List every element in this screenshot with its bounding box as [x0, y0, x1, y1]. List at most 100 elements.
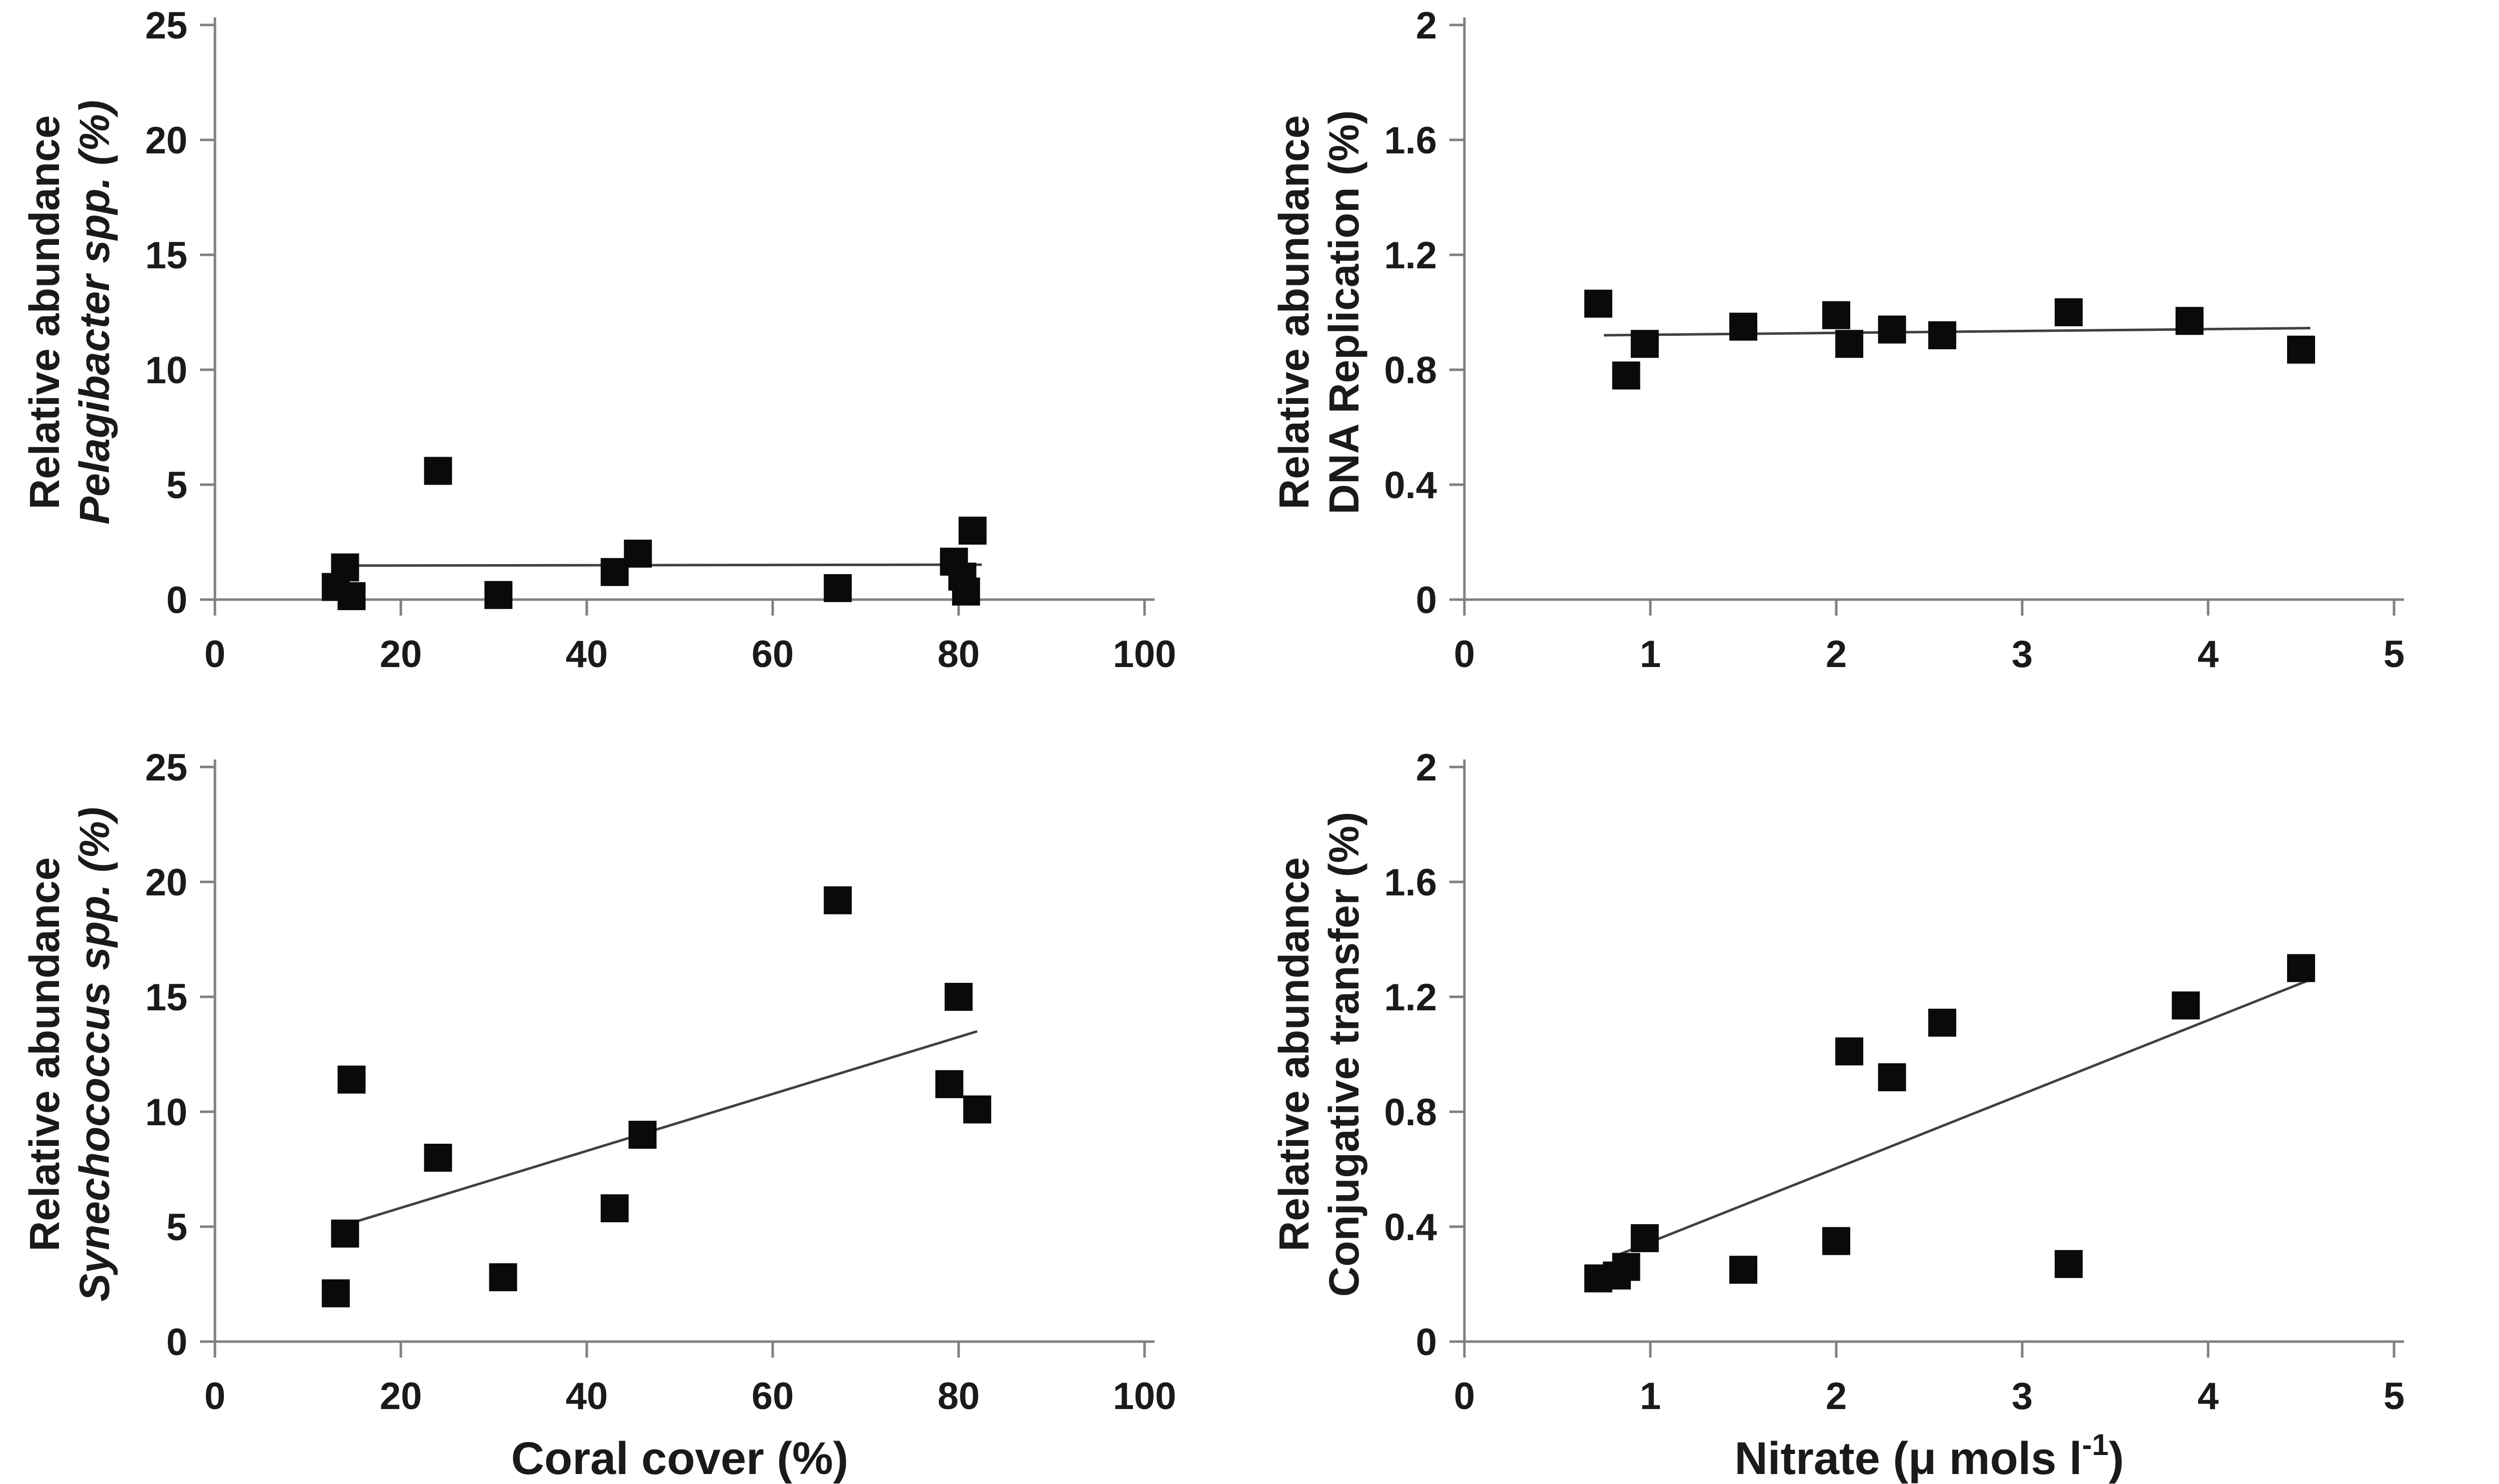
trend-line [1603, 327, 2311, 337]
x-tick-label: 0 [204, 1375, 225, 1418]
y-tick-label: 0 [1416, 1321, 1437, 1364]
data-point [1612, 1253, 1640, 1281]
data-point [331, 553, 359, 582]
x-tick-label: 80 [938, 633, 980, 676]
data-point [624, 540, 652, 568]
data-point [945, 983, 973, 1011]
x-tick-label: 0 [1454, 633, 1475, 676]
x-tick-label: 3 [2012, 633, 2033, 676]
x-tick-label: 2 [1826, 633, 1847, 676]
data-point [1729, 312, 1757, 341]
trend-line [1616, 978, 2311, 1257]
y-tick-label: 10 [145, 349, 187, 392]
data-point [1630, 330, 1659, 358]
data-point [321, 1279, 350, 1308]
y-tick-label: 25 [145, 746, 187, 789]
y-tick-label: 1.2 [1384, 976, 1437, 1019]
data-point [824, 574, 852, 602]
data-point [2055, 1250, 2083, 1278]
data-point [1612, 361, 1640, 390]
data-point [337, 1065, 366, 1094]
data-point [489, 1263, 517, 1292]
data-point [935, 1070, 964, 1098]
panel-svg: 0 0.4 0.8 1.2 1.6 2 0 1 2 3 4 5 Relative abundance Co… [1270, 746, 2405, 1484]
data-point [2172, 991, 2200, 1020]
data-point [2287, 954, 2315, 982]
data-point [1928, 321, 1957, 349]
y-tick-label: 0 [1416, 579, 1437, 622]
data-point [1822, 1227, 1850, 1255]
y-tick-label: 5 [166, 1206, 187, 1249]
x-tick-label: 2 [1826, 1375, 1847, 1418]
y-axis-title-line2: Pelagibacter spp. (%) [71, 100, 118, 525]
data-point [337, 582, 366, 611]
y-tick-label: 0.4 [1384, 1206, 1437, 1249]
y-tick-label: 20 [145, 119, 187, 162]
y-tick-label: 1.6 [1384, 119, 1437, 162]
panel-dna-replication-vs-nitrate: 0 0.4 0.8 1.2 1.6 2 0 1 2 3 4 5 Relative abundance DN… [1250, 0, 2499, 742]
data-point [824, 886, 852, 914]
x-tick-label: 5 [2384, 1375, 2405, 1418]
x-tick-label: 60 [752, 1375, 794, 1418]
y-tick-label: 0 [166, 579, 187, 622]
x-axis-title: Nitrate (μ mols l-1) [1734, 1428, 2124, 1484]
y-tick-label: 25 [145, 4, 187, 47]
data-point [2287, 335, 2315, 364]
x-tick-label: 100 [1113, 1375, 1177, 1418]
y-axis-title-line1: Relative abundance [21, 115, 68, 510]
data-point [424, 1144, 452, 1172]
y-axis-title-line2: Synechococcus spp. (%) [71, 807, 118, 1302]
data-point [1835, 1037, 1864, 1066]
x-tick-label: 0 [204, 633, 225, 676]
y-tick-label: 10 [145, 1091, 187, 1134]
panel-svg: 0 0.4 0.8 1.2 1.6 2 0 1 2 3 4 5 Relative abundance DN… [1270, 4, 2405, 676]
y-tick-label: 0 [166, 1321, 187, 1364]
y-tick-label: 15 [145, 234, 187, 277]
data-point [1878, 1063, 1906, 1091]
panel-synechococcus-vs-coral-cover: 0 5 10 15 20 25 0 20 40 60 80 100 Relative abundance… [0, 742, 1250, 1484]
y-axis-title-line1: Relative abundance [1270, 857, 1317, 1252]
panel-svg: 0 5 10 15 20 25 0 20 40 60 80 100 Relative abundance… [21, 4, 1176, 676]
x-tick-label: 20 [380, 1375, 422, 1418]
y-tick-label: 2 [1416, 4, 1437, 47]
x-tick-label: 4 [2198, 1375, 2219, 1418]
y-axis-title-line2: Conjugative transfer (%) [1320, 812, 1367, 1297]
x-axis-title: Coral cover (%) [511, 1433, 849, 1484]
x-tick-label: 60 [752, 633, 794, 676]
y-tick-label: 15 [145, 976, 187, 1019]
data-point [1835, 330, 1864, 358]
y-tick-label: 5 [166, 464, 187, 507]
data-point [2175, 307, 2204, 335]
trend-line [345, 563, 982, 567]
y-tick-label: 1.6 [1384, 861, 1437, 904]
y-tick-label: 0.4 [1384, 464, 1437, 507]
x-tick-label: 0 [1454, 1375, 1475, 1418]
x-tick-label: 80 [938, 1375, 980, 1418]
y-tick-label: 0.8 [1384, 349, 1437, 392]
data-point [1928, 1008, 1957, 1037]
y-tick-label: 2 [1416, 746, 1437, 789]
x-tick-label: 1 [1640, 1375, 1661, 1418]
panel-pelagibacter-vs-coral-cover: 0 5 10 15 20 25 0 20 40 60 80 100 Relative abundance… [0, 0, 1250, 742]
x-tick-label: 1 [1640, 633, 1661, 676]
data-point [600, 1194, 629, 1223]
data-point [1630, 1224, 1659, 1252]
x-tick-label: 5 [2384, 633, 2405, 676]
y-tick-label: 1.2 [1384, 234, 1437, 277]
data-point [424, 457, 452, 485]
trend-line [354, 1030, 978, 1224]
data-point [628, 1121, 657, 1149]
data-point [952, 577, 980, 606]
x-tick-label: 4 [2198, 633, 2219, 676]
panel-svg: 0 5 10 15 20 25 0 20 40 60 80 100 Relative abundance… [21, 746, 1177, 1484]
data-point [2055, 298, 2083, 326]
data-point [331, 1219, 359, 1248]
x-tick-label: 40 [566, 633, 608, 676]
data-point [1584, 289, 1612, 318]
panel-conjugative-transfer-vs-nitrate: 0 0.4 0.8 1.2 1.6 2 0 1 2 3 4 5 Relative abundance Co… [1250, 742, 2499, 1484]
data-point [963, 1095, 992, 1124]
data-point [1822, 301, 1850, 329]
data-point [484, 581, 513, 609]
y-tick-label: 0.8 [1384, 1091, 1437, 1134]
